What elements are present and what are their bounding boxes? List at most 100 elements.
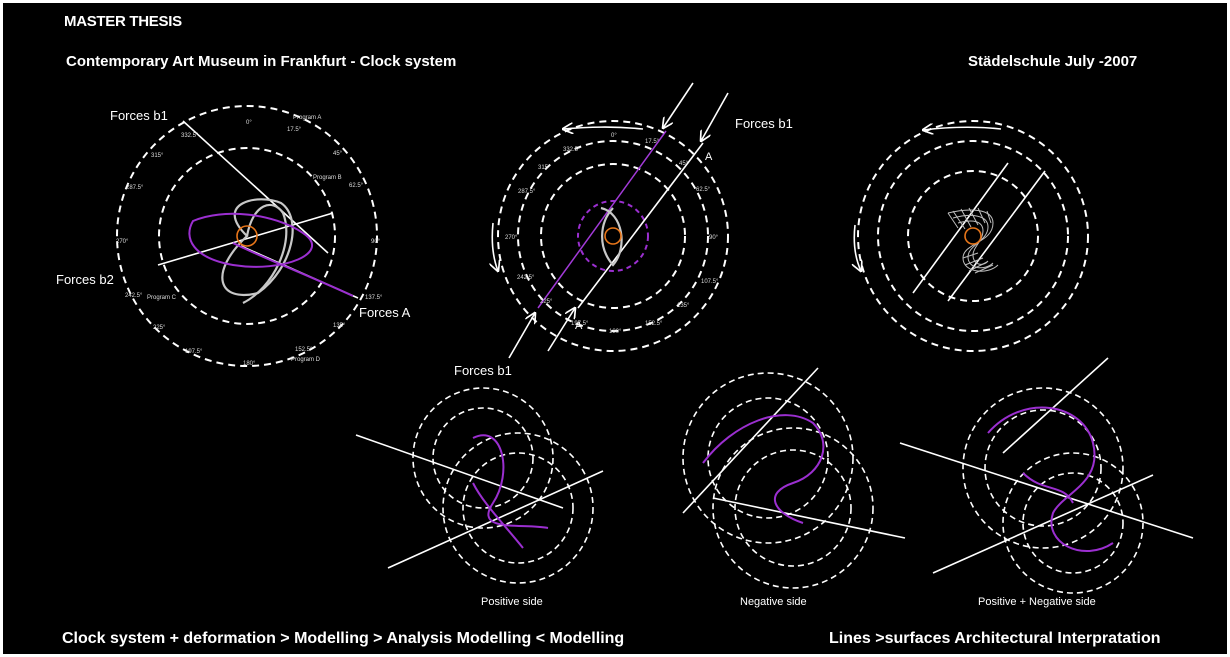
tick-45: 45° [333,151,343,157]
forces-b1-arrow-top-1 [663,82,694,128]
tick-90: 90° [371,239,381,245]
ring-b-outer [712,427,874,589]
inner-ring [158,147,336,325]
deformation-curve-grey [242,203,288,304]
label-forces-a: Forces A [359,305,411,320]
rotation-arrow-left [854,224,861,271]
deformation-purple [472,434,549,549]
tick-242-5: 242.5° [517,275,535,281]
forces-b1-arrow-top-2 [701,92,729,141]
tick-0: 0° [246,120,252,126]
force-line-2 [912,162,1009,294]
deformation-purple [987,406,1114,553]
ring-b-outer [442,432,594,584]
tick-287-5: 287.5° [518,189,536,195]
tick-180: 180° [609,329,622,335]
ring-b-inner [1022,472,1124,574]
deformation-loop-purple [188,212,313,268]
clock-diagram-3 [854,120,1089,352]
inner-ring [540,163,686,309]
tick-0: 0° [611,133,617,139]
analysis-positive-side: Positive side [355,387,604,608]
tick-62-5: 62.5° [349,183,364,189]
middle-ring [517,140,709,332]
program-b-label: Program B [313,175,342,181]
center-point [236,225,258,247]
program-c-label: Program C [147,295,177,301]
clock-diagram-1: 0° 17.5° 45° 62.5° 90° 137.5° 135° 152.5… [56,105,411,367]
wireframe-surface [947,207,999,274]
ring-a-inner [984,409,1102,527]
forces-b1-arrow-bottom-1 [508,313,535,359]
force-line-2 [387,470,604,569]
tick-180: 180° [243,361,256,367]
ring-a-inner [432,407,534,509]
force-line-1 [899,442,1194,539]
tick-137-5: 137.5° [365,295,383,301]
force-line-3 [1002,357,1109,454]
ring-a-outer [412,387,554,529]
tick-135: 135° [333,323,346,329]
tick-332-5: 332.5° [563,147,581,153]
force-line-1 [947,170,1046,302]
deformation-purple [702,414,825,524]
tick-152-5: 152.5° [645,321,663,327]
forces-b1-arrow-bottom-2 [547,308,575,352]
ring-b-outer [1002,452,1144,594]
middle-ring [877,140,1069,332]
ring-b-inner [462,452,574,564]
force-line-2 [932,474,1154,574]
center-point [964,227,982,245]
label-a-top: A [705,151,713,163]
program-a-label: Program A [293,115,321,121]
page-subtitle: Contemporary Art Museum in Frankfurt - C… [66,53,457,70]
ring-a-inner [707,397,829,519]
tick-17-5: 17.5° [287,127,302,133]
deformation-loop-grey [221,198,294,296]
tick-197-5: 197.5° [571,321,589,327]
thesis-sheet: MASTER THESIS Contemporary Art Museum in… [3,3,1227,654]
tick-197-5: 197.5° [185,349,203,355]
core-figure [600,206,623,267]
tick-107-5: 107.5° [701,279,719,285]
footer-process-caption: Clock system + deformation > Modelling >… [62,630,625,647]
caption-combined-side: Positive + Negative side [978,596,1096,608]
force-line-1 [355,434,564,509]
outer-ring [116,105,378,367]
tick-287-5: 287.5° [126,185,144,191]
purple-core-ring [577,200,649,272]
label-forces-b2: Forces b2 [56,272,114,287]
force-line-purple [537,130,667,309]
center-point [604,227,622,245]
tick-152-5: 152.5° [295,347,313,353]
rotation-arrow-left [492,222,498,271]
forces-a-purple [232,242,354,297]
tick-90: 90° [709,235,719,241]
tick-62-5: 62.5° [696,187,711,193]
tick-242-5: 242.5° [125,293,143,299]
caption-negative-side: Negative side [740,596,807,608]
force-line-1 [682,367,819,514]
label-forces-b1: Forces b1 [110,108,168,123]
forces-b1-line [182,120,329,254]
inner-ring [907,170,1039,302]
tick-45: 45° [679,161,689,167]
clock-system-drawings: 0° 17.5° 45° 62.5° 90° 137.5° 135° 152.5… [56,82,1194,608]
clock-diagram-2: 0° 17.5° 45° 62.5° 90° 107.5° 135° 152.5… [454,82,793,378]
tick-270: 270° [505,235,518,241]
outer-ring [497,120,729,352]
force-line-white [577,142,704,309]
tick-225: 225° [153,325,166,331]
footer-interpretation-caption: Lines >surfaces Architectural Interprata… [829,630,1161,647]
rotation-arrow-top [563,127,644,129]
label-a-bottom: A [575,320,583,332]
tick-225: 225° [540,299,553,305]
analysis-combined: Positive + Negative side [899,357,1194,608]
analysis-negative-side: Negative side [682,367,906,608]
tick-135: 135° [677,303,690,309]
tick-270: 270° [116,239,129,245]
tick-315: 315° [538,165,551,171]
force-line-2 [712,497,906,539]
tick-17-5: 17.5° [645,139,660,145]
program-d-label: Program D [291,357,321,363]
